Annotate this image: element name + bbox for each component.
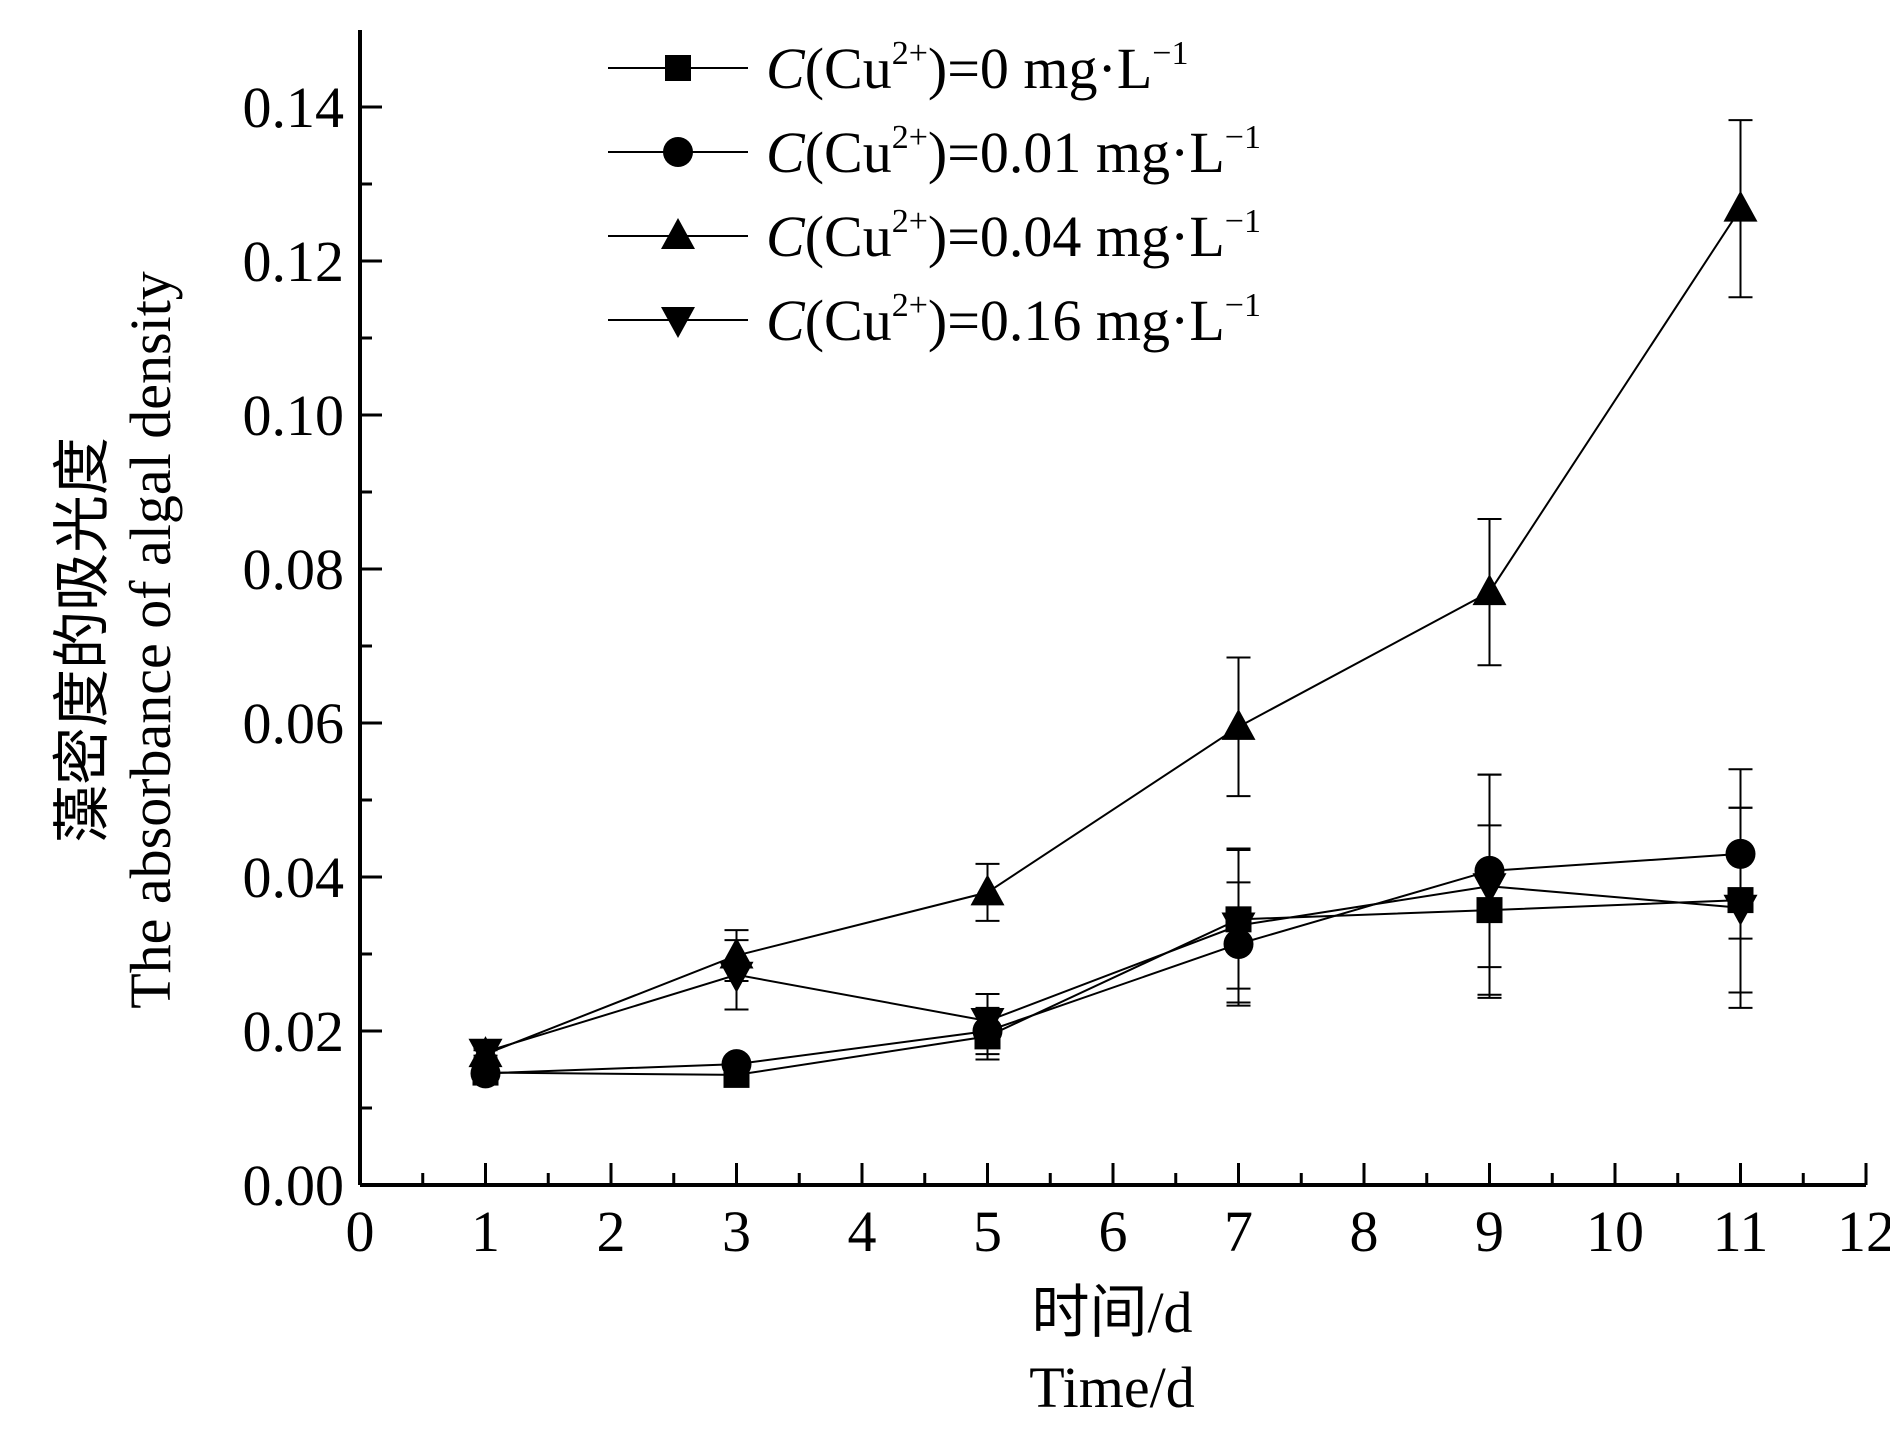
y-tick-label: 0.14: [243, 75, 345, 140]
legend-marker: [661, 218, 695, 249]
x-tick-label: 12: [1837, 1199, 1890, 1264]
axes: 0 1 2 3 4 5 6 7 8 9 10 11 120.000.020.040.060.080.10…: [243, 30, 1890, 1264]
data-point: [719, 961, 754, 993]
data-point: [970, 1007, 1005, 1039]
data-point: [1221, 912, 1256, 944]
series-4: [468, 773, 1758, 1070]
x-tick-label: 6: [1099, 1199, 1128, 1264]
data-point: [970, 874, 1005, 906]
legend-entry-1: C(Cu2+)=0 mg·L−1: [608, 35, 1188, 101]
y-tick-label: 0.00: [243, 1153, 345, 1218]
series-3: [468, 119, 1758, 1068]
y-tick-label: 0.02: [243, 999, 345, 1064]
data-point: [1472, 873, 1507, 905]
x-axis-title-en: Time/d: [1029, 1355, 1194, 1420]
x-tick-label: 0: [346, 1199, 375, 1264]
x-tick-label: 8: [1350, 1199, 1379, 1264]
legend-label: C(Cu2+)=0 mg·L−1: [766, 35, 1188, 101]
series-2: [470, 768, 1756, 1089]
series-1: [472, 806, 1754, 1088]
series-line: [485, 885, 1741, 1053]
x-tick-label: 7: [1224, 1199, 1253, 1264]
x-axis-title-zh: 时间/d: [1031, 1280, 1192, 1345]
data-point: [1723, 190, 1758, 222]
x-tick-label: 1: [471, 1199, 500, 1264]
legend-entry-3: C(Cu2+)=0.04 mg·L−1: [608, 203, 1261, 269]
data-point: [721, 1049, 752, 1080]
x-tick-label: 9: [1475, 1199, 1504, 1264]
y-axis-title-en: The absorbance of algal density: [118, 271, 183, 1009]
legend: C(Cu2+)=0 mg·L−1 C(Cu2+)=0.01 mg·L−1 C(Cu2…: [608, 35, 1261, 353]
series-line: [485, 899, 1741, 1076]
x-tick-label: 10: [1586, 1199, 1644, 1264]
y-tick-label: 0.04: [243, 845, 345, 910]
series-line: [485, 208, 1742, 1056]
legend-label: C(Cu2+)=0.04 mg·L−1: [766, 203, 1261, 269]
legend-marker: [665, 55, 691, 81]
y-tick-label: 0.12: [243, 229, 345, 294]
data-point: [1472, 574, 1507, 606]
legend-label: C(Cu2+)=0.16 mg·L−1: [766, 287, 1261, 353]
legend-entry-2: C(Cu2+)=0.01 mg·L−1: [608, 119, 1261, 185]
series-line: [485, 852, 1741, 1075]
y-axis-title-zh: 藻密度的吸光度: [50, 437, 115, 843]
x-tick-label: 2: [597, 1199, 626, 1264]
legend-marker: [663, 137, 693, 167]
data-point: [1723, 894, 1758, 926]
data-point: [468, 1038, 503, 1070]
x-tick-label: 11: [1713, 1199, 1769, 1264]
y-tick-label: 0.10: [243, 383, 345, 448]
legend-label: C(Cu2+)=0.01 mg·L−1: [766, 119, 1261, 185]
y-tick-label: 0.06: [243, 691, 345, 756]
legend-entry-4: C(Cu2+)=0.16 mg·L−1: [608, 287, 1261, 353]
plot-area: [468, 119, 1758, 1089]
x-tick-label: 5: [973, 1199, 1002, 1264]
legend-marker: [661, 307, 695, 338]
data-point: [1221, 708, 1256, 740]
y-tick-label: 0.08: [243, 537, 345, 602]
x-tick-label: 3: [722, 1199, 751, 1264]
x-tick-label: 4: [848, 1199, 877, 1264]
